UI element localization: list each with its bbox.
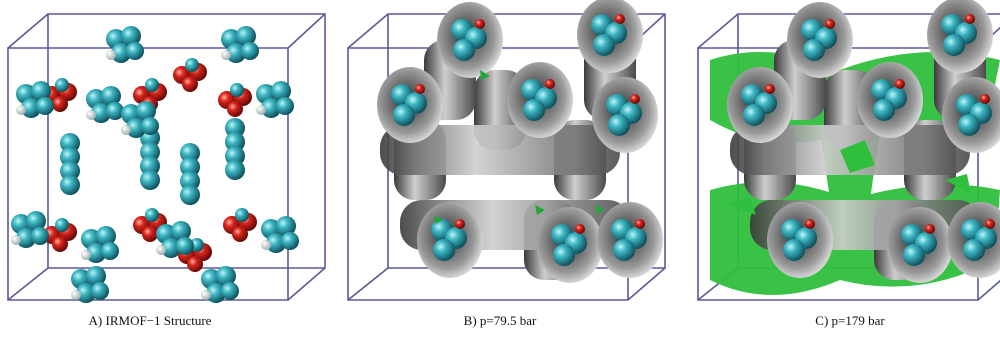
page: {"panels": [ {"caption": "A) IRMOF−1 Str… xyxy=(0,0,1000,337)
caption: B) p=79.5 bar xyxy=(464,313,537,328)
caption: C) p=179 bar xyxy=(815,313,885,328)
figure: A) IRMOF−1 Structure B) p=79.5 bar C) p=… xyxy=(0,0,1000,337)
panel-c: C) p=179 bar xyxy=(698,0,1000,328)
panel-b: B) p=79.5 bar xyxy=(348,0,665,328)
panel-a: A) IRMOF−1 Structure xyxy=(8,14,325,328)
caption: A) IRMOF−1 Structure xyxy=(89,313,212,328)
